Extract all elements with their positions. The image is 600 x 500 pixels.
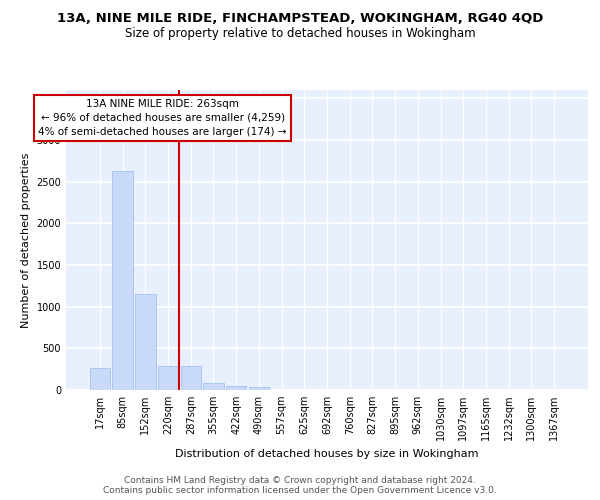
Text: Size of property relative to detached houses in Wokingham: Size of property relative to detached ho… <box>125 28 475 40</box>
X-axis label: Distribution of detached houses by size in Wokingham: Distribution of detached houses by size … <box>175 448 479 458</box>
Bar <box>158 366 178 390</box>
Bar <box>135 294 155 390</box>
Bar <box>90 368 110 390</box>
Text: Contains HM Land Registry data © Crown copyright and database right 2024.
Contai: Contains HM Land Registry data © Crown c… <box>103 476 497 495</box>
Bar <box>181 366 201 390</box>
Bar <box>112 171 133 390</box>
Text: 13A, NINE MILE RIDE, FINCHAMPSTEAD, WOKINGHAM, RG40 4QD: 13A, NINE MILE RIDE, FINCHAMPSTEAD, WOKI… <box>57 12 543 26</box>
Text: 13A NINE MILE RIDE: 263sqm
← 96% of detached houses are smaller (4,259)
4% of se: 13A NINE MILE RIDE: 263sqm ← 96% of deta… <box>38 99 287 137</box>
Bar <box>203 384 224 390</box>
Y-axis label: Number of detached properties: Number of detached properties <box>21 152 31 328</box>
Bar <box>226 386 247 390</box>
Bar <box>248 387 269 390</box>
